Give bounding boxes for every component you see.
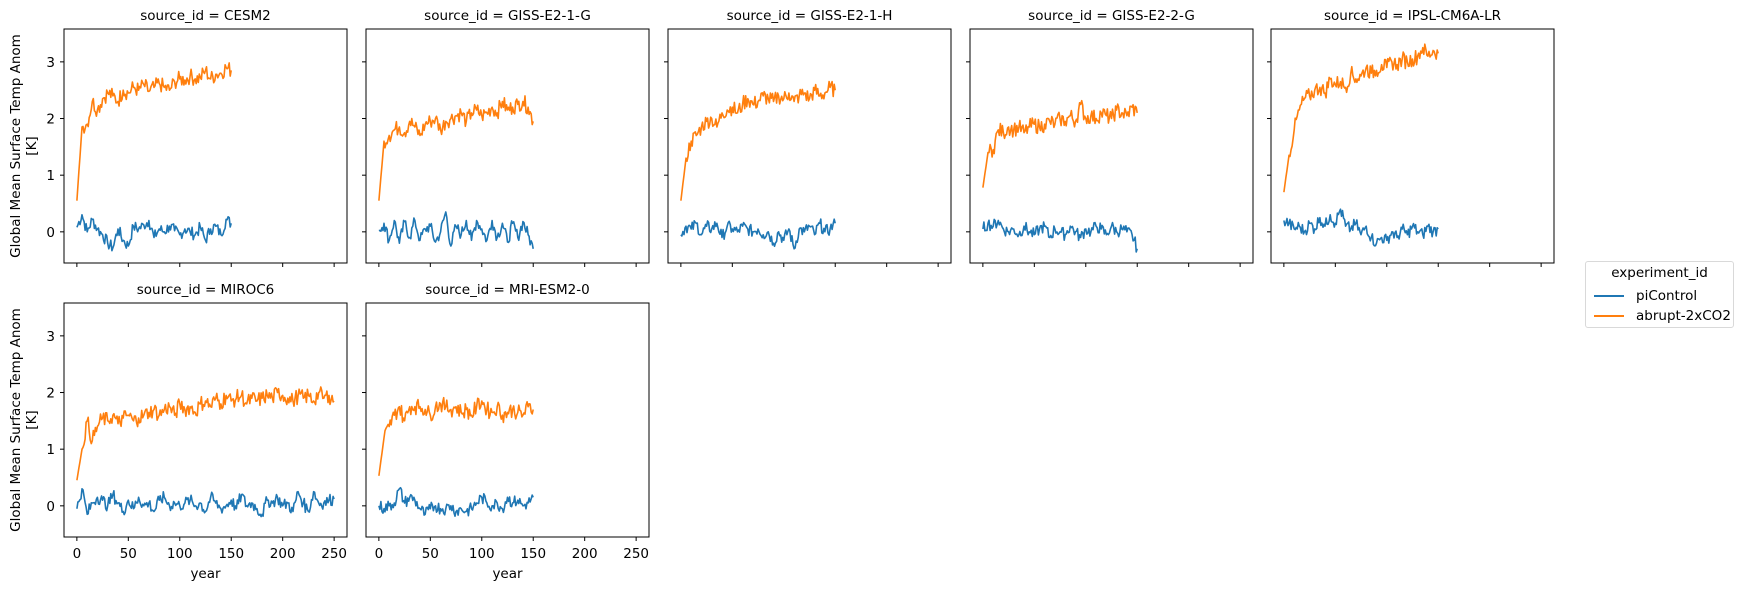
- legend-title: experiment_id: [1611, 265, 1708, 281]
- legend-label: abrupt-2xCO2: [1636, 308, 1731, 324]
- y-tick-label: 2: [46, 386, 55, 402]
- picontrol-line: [76, 214, 232, 252]
- axes-frame: [1270, 28, 1555, 264]
- panel-title: source_id = GISS-E2-1-H: [727, 8, 893, 24]
- picontrol-line: [680, 218, 836, 250]
- legend-item-abrupt-2xco2: abrupt-2xCO2: [1594, 306, 1731, 326]
- x-tick-label: 250: [623, 546, 649, 562]
- x-tick-label: 100: [167, 546, 193, 562]
- picontrol-line: [1283, 208, 1439, 247]
- x-tick-label: 0: [375, 546, 384, 562]
- abrupt-2xco2-line: [76, 62, 232, 201]
- axes-frame: [365, 28, 650, 264]
- y-axis-label: Global Mean Surface Temp Anom[K]: [8, 308, 40, 532]
- facet-panel: source_id = GISS-E2-1-G: [362, 8, 650, 267]
- abrupt-2xco2-line: [378, 95, 534, 201]
- x-tick-label: 50: [422, 546, 439, 562]
- abrupt-2xco2-line: [982, 99, 1138, 188]
- axes-frame: [365, 302, 650, 538]
- legend-line-icon: [1594, 295, 1624, 297]
- y-axis-label: Global Mean Surface Temp Anom[K]: [8, 34, 40, 258]
- y-tick-label: 2: [46, 112, 55, 128]
- panel-title: source_id = IPSL-CM6A-LR: [1324, 8, 1501, 24]
- x-tick-label: 150: [520, 546, 546, 562]
- x-tick-label: 200: [572, 546, 598, 562]
- y-tick-label: 3: [46, 55, 55, 71]
- axes-frame: [969, 28, 1254, 264]
- y-tick-label: 3: [46, 329, 55, 345]
- abrupt-2xco2-line: [378, 396, 534, 476]
- abrupt-2xco2-line: [1283, 43, 1439, 193]
- axes-frame: [63, 28, 348, 264]
- abrupt-2xco2-line: [76, 386, 335, 481]
- legend-item-picontrol: piControl: [1594, 286, 1697, 306]
- facet-panel: source_id = GISS-E2-2-G: [966, 8, 1254, 267]
- legend: experiment_id piControl abrupt-2xCO2: [1585, 261, 1734, 328]
- facet-panel: source_id = IPSL-CM6A-LR: [1267, 8, 1555, 267]
- panel-title: source_id = MRI-ESM2-0: [425, 282, 589, 298]
- legend-line-icon: [1594, 315, 1624, 317]
- y-tick-label: 1: [46, 168, 55, 184]
- x-tick-label: 200: [270, 546, 296, 562]
- picontrol-line: [76, 488, 335, 518]
- axes-frame: [667, 28, 952, 264]
- picontrol-line: [378, 211, 534, 249]
- x-tick-label: 0: [73, 546, 82, 562]
- legend-label: piControl: [1636, 288, 1698, 304]
- axes-frame: [63, 302, 348, 538]
- x-axis-label: year: [190, 566, 221, 582]
- x-tick-label: 50: [120, 546, 137, 562]
- abrupt-2xco2-line: [680, 80, 836, 201]
- panel-title: source_id = MIROC6: [137, 282, 274, 298]
- panel-title: source_id = GISS-E2-2-G: [1028, 8, 1195, 24]
- y-tick-label: 0: [46, 499, 55, 515]
- facet-panel: source_id = CESM2 0 1 2 3 Global Mean Surface…: [8, 8, 348, 267]
- facet-panel: source_id = GISS-E2-1-H: [664, 8, 952, 267]
- x-tick-label: 250: [321, 546, 347, 562]
- x-tick-label: 100: [469, 546, 495, 562]
- x-tick-label: 150: [218, 546, 244, 562]
- panel-title: source_id = CESM2: [140, 8, 271, 24]
- facet-panel: source_id = MRI-ESM2-0 0 50 100 150 200 250 yea…: [362, 282, 650, 582]
- y-tick-label: 0: [46, 225, 55, 241]
- panel-title: source_id = GISS-E2-1-G: [424, 8, 591, 24]
- picontrol-line: [378, 486, 534, 517]
- facet-panel: source_id = MIROC6 0 1 2 3 0 50 100 150 200 250 yea…: [8, 282, 348, 582]
- x-axis-label: year: [492, 566, 523, 582]
- y-tick-label: 1: [46, 442, 55, 458]
- picontrol-line: [982, 218, 1138, 253]
